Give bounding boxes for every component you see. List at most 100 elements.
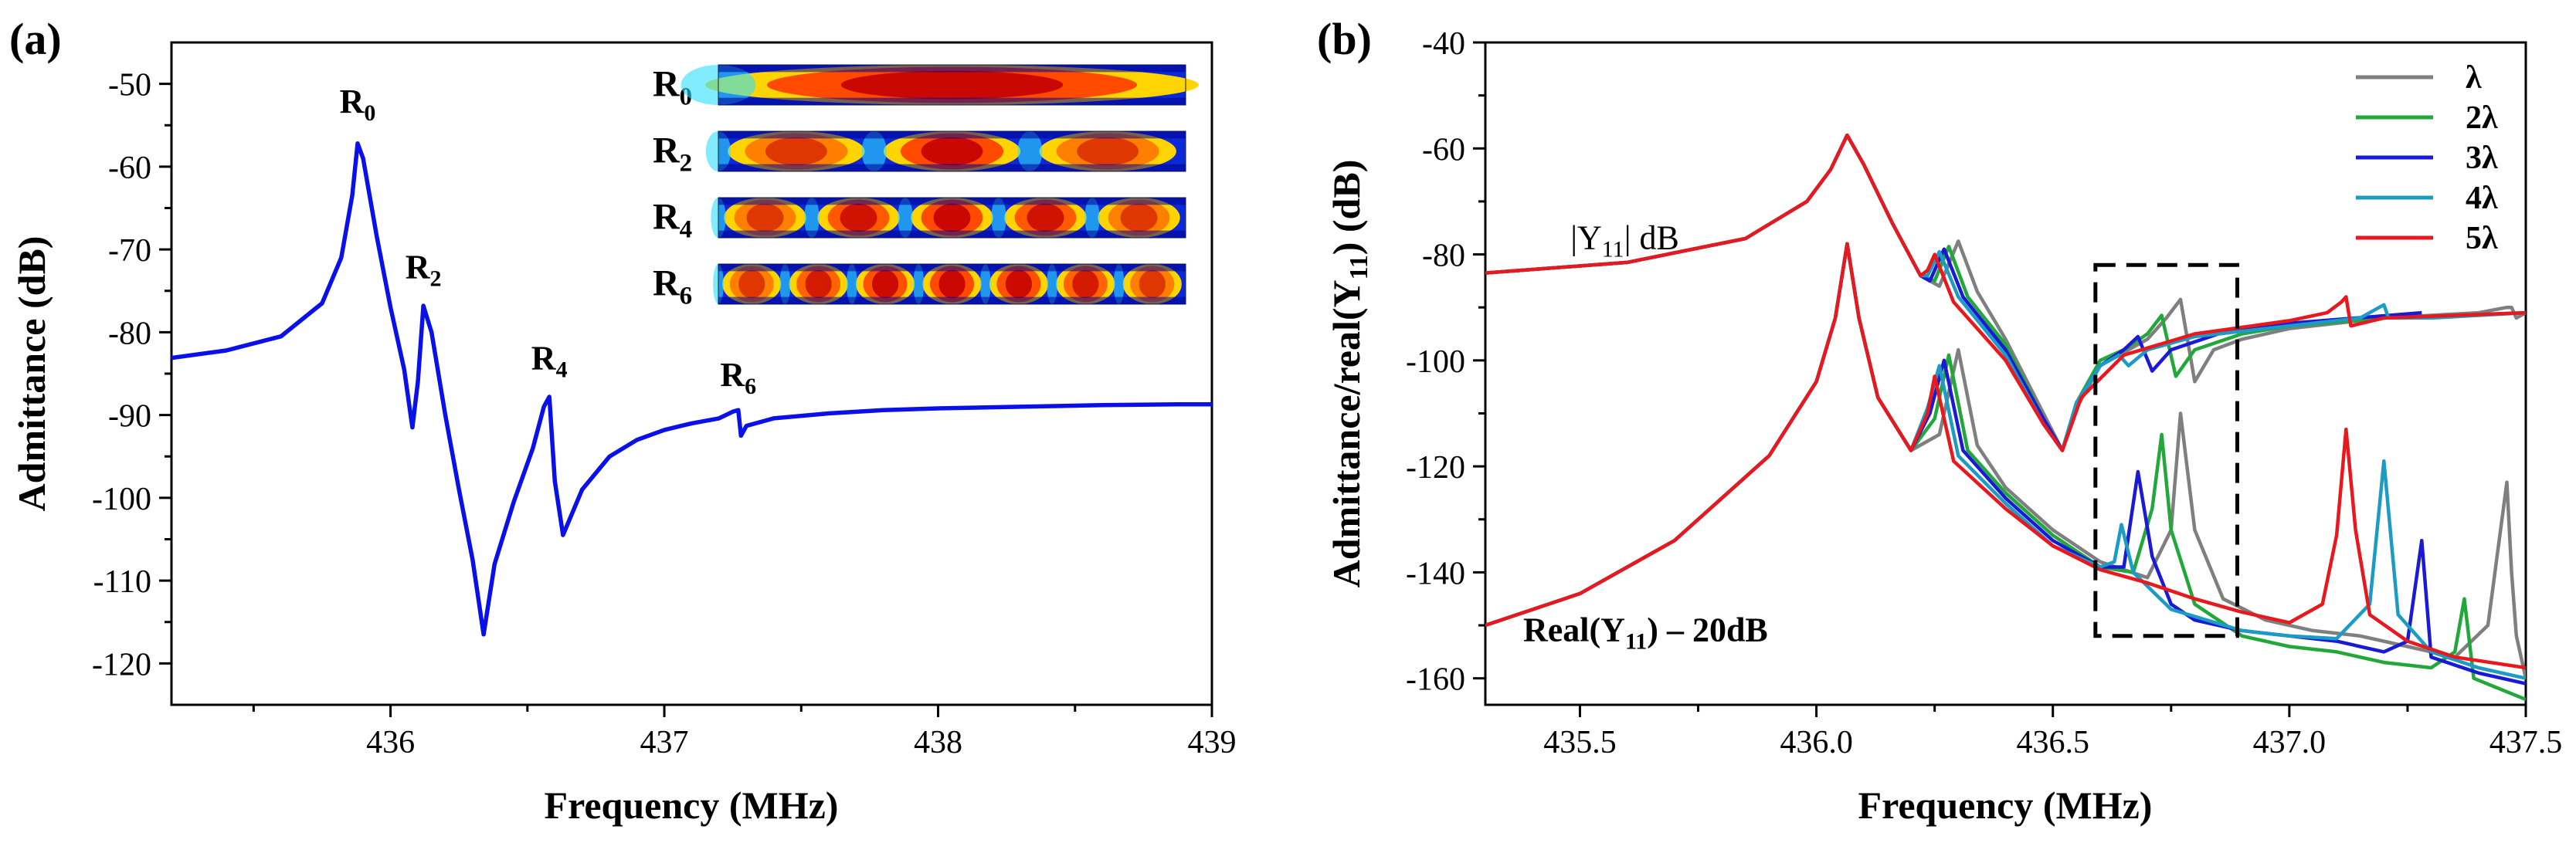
panel-a-x-label: Frequency (MHz) <box>545 784 839 827</box>
inset-antinode-peak <box>871 269 899 299</box>
panel-a-label: (a) <box>9 14 62 64</box>
b-series-abs-line <box>1485 133 2526 452</box>
inset-antinode-peak <box>1005 269 1033 299</box>
inset-label-6-text: R <box>653 263 680 304</box>
inset-bar-edge <box>718 164 1186 171</box>
a-ytick-label: -100 <box>92 482 151 517</box>
legend-label: λ <box>2466 60 2482 96</box>
b-xtick-label: 436.5 <box>2016 725 2089 760</box>
inset-mode-0 <box>680 64 1199 106</box>
inset-label-4: R4 <box>653 197 692 244</box>
panel-a-y-axis: -50 -60 -70 -80 -90 -100 -110 -120 <box>92 68 171 682</box>
inset-node <box>979 264 991 304</box>
inset-label-4-sub: 4 <box>680 216 693 244</box>
panel-a-x-axis: 436 437 438 439 <box>252 705 1237 760</box>
a-ytick-label: -80 <box>108 316 151 351</box>
inset-label-0-text: R <box>653 64 680 105</box>
a-xtick-label: 439 <box>1188 725 1237 760</box>
inset-antinode-peak <box>1077 137 1139 166</box>
inset-antinode-peak <box>805 269 832 299</box>
inset-antinode-peak <box>933 203 971 232</box>
inset-antinode-peak <box>1072 269 1099 299</box>
inset-antinode-peak <box>921 137 983 166</box>
inset-node <box>861 131 887 171</box>
a-peak-label-4-text: R <box>531 340 557 377</box>
b-annotation-1: Real(Y11) – 20dB <box>1523 611 1768 655</box>
b-series-abs-line <box>1485 133 2526 452</box>
inset-antinode-peak <box>738 269 765 299</box>
panel-b-series <box>1485 133 2526 702</box>
b-ytick-label: -40 <box>1422 26 1465 62</box>
panel-b: (b) -40 -60 -80 -100 -120 -140 -160 435.5 436.0… <box>1317 14 2562 827</box>
b-ytick-label: -160 <box>1406 662 1465 698</box>
inset-bar-edge <box>718 65 1186 73</box>
a-ytick-label: -50 <box>108 68 151 103</box>
inset-bar-edge <box>718 131 1186 139</box>
inset-label-4-text: R <box>653 197 680 238</box>
inset-node <box>1113 264 1125 304</box>
a-peak-label-4-sub: 4 <box>556 357 568 383</box>
a-peak-label-6: R6 <box>720 356 756 399</box>
inset-label-2-text: R <box>653 130 680 171</box>
panel-a: (a) -50-60-70-80-90-100-110-120 436 437 43… <box>9 14 1237 827</box>
inset-node <box>1084 198 1100 238</box>
inset-bar-edge <box>718 230 1186 238</box>
inset-node <box>898 198 913 238</box>
inset-antinode-peak <box>938 269 966 299</box>
b-xtick-label: 436.0 <box>1780 725 1853 760</box>
a-series-line <box>171 141 1212 637</box>
a-peak-label-2: R2 <box>406 249 442 292</box>
b-annotation-sub: 11 <box>1602 237 1624 262</box>
inset-antinode-peak <box>840 203 877 232</box>
panel-b-y-axis: -40 -60 -80 -100 -120 -140 -160 <box>1406 26 1485 698</box>
inset-label-6-sub: 6 <box>680 283 693 310</box>
panel-b-y-label-pre: Admittance/real(Y <box>1325 279 1368 587</box>
a-ytick-label: -110 <box>93 564 151 600</box>
inset-bar-edge <box>718 296 1186 304</box>
inset-node <box>779 264 791 304</box>
b-annotation-post: ) – 20dB <box>1647 611 1767 649</box>
legend-label: 5λ <box>2466 221 2498 256</box>
panel-a-y-label: Admittance (dB) <box>10 236 53 512</box>
panel-b-y-label-sub: 11 <box>1345 255 1373 279</box>
inset-node <box>846 264 857 304</box>
panel-b-highlight-box <box>2093 262 2240 638</box>
panel-b-y-label: Admittance/real(Y11) (dB) <box>1325 160 1373 588</box>
inset-label-6: R6 <box>653 263 692 310</box>
inset-node <box>1047 264 1058 304</box>
legend-label: 2λ <box>2466 100 2498 136</box>
b-ytick-label: -80 <box>1422 239 1465 274</box>
panel-b-frame <box>1484 41 2527 706</box>
a-ytick-label: -70 <box>108 233 151 269</box>
inset-node <box>913 264 925 304</box>
b-series-abs-line <box>1485 133 2526 452</box>
inset-bar-edge <box>718 198 1186 205</box>
legend-label: 4λ <box>2466 181 2498 216</box>
b-xtick-label: 435.5 <box>1543 725 1617 760</box>
legend-label: 3λ <box>2466 140 2498 176</box>
b-series-real-line <box>1485 242 2526 686</box>
a-xtick-label: 437 <box>640 725 689 760</box>
a-peak-label-6-sub: 6 <box>745 374 756 399</box>
inset-label-2-sub: 2 <box>680 150 693 178</box>
a-peak-label-6-text: R <box>720 356 745 394</box>
inset-mode-2 <box>705 130 1186 172</box>
inset-mode-6 <box>713 263 1186 305</box>
inset-node <box>804 198 820 238</box>
a-xtick-label: 438 <box>914 725 962 760</box>
a-peak-label-0: R0 <box>340 83 376 126</box>
b-annotation-pre: Real(Y <box>1523 611 1625 649</box>
b-ytick-label: -60 <box>1422 132 1465 168</box>
b-annotation-sub: 11 <box>1625 629 1647 655</box>
b-xtick-label: 437.5 <box>2489 725 2563 760</box>
panel-b-legend: λ 2λ 3λ 4λ 5λ <box>2356 60 2498 256</box>
b-annotation-post: | dB <box>1624 219 1679 257</box>
inset-node <box>1017 131 1043 171</box>
a-ytick-label: -60 <box>108 151 151 186</box>
b-annotation-pre: |Y <box>1570 219 1602 257</box>
panel-b-label: (b) <box>1317 14 1372 64</box>
